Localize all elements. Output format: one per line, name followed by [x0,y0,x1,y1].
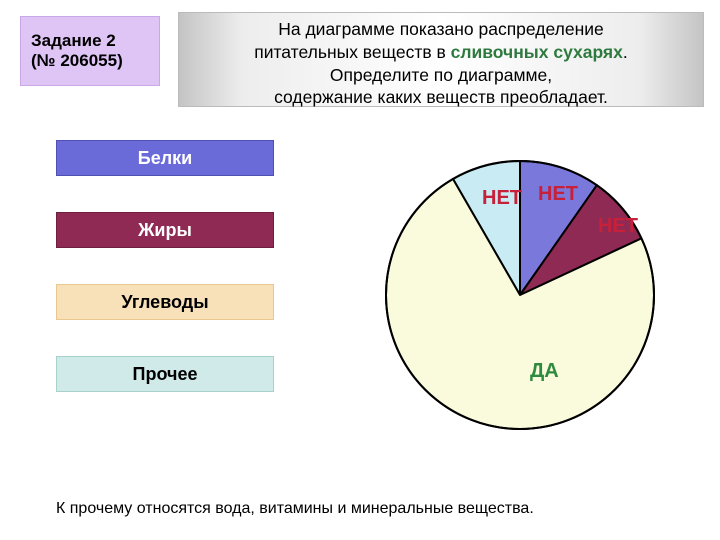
question-box: На диаграмме показано распределение пита… [178,12,704,107]
question-line3: Определите по диаграмме, [179,64,703,87]
pie-chart: НЕТ НЕТ НЕТ ДА [380,155,660,435]
slice-label-other: НЕТ [482,187,522,210]
btn-carbs[interactable]: Углеводы [56,284,274,320]
btn-label: Жиры [138,220,192,241]
btn-label: Прочее [133,364,198,385]
task-badge: Задание 2 (№ 206055) [20,16,160,86]
task-badge-text: Задание 2 (№ 206055) [31,31,123,71]
answer-buttons: Белки Жиры Углеводы Прочее [56,140,274,428]
slice-label-protein: НЕТ [538,183,578,206]
btn-fat[interactable]: Жиры [56,212,274,248]
slice-label-carbs: ДА [530,360,559,383]
slice-label-fat: НЕТ [598,215,638,238]
question-line4: содержание каких веществ преобладает. [179,86,703,109]
btn-label: Углеводы [121,292,208,313]
question-line2: питательных веществ в сливочных сухарях. [179,41,703,64]
btn-label: Белки [138,148,192,169]
question-highlight: сливочных сухарях [451,42,623,62]
task-title-line2: (№ 206055) [31,51,123,70]
task-title-line1: Задание 2 [31,31,116,50]
footnote: К прочему относятся вода, витамины и мин… [56,500,534,518]
question-line1: На диаграмме показано распределение [179,18,703,41]
btn-other[interactable]: Прочее [56,356,274,392]
btn-protein[interactable]: Белки [56,140,274,176]
